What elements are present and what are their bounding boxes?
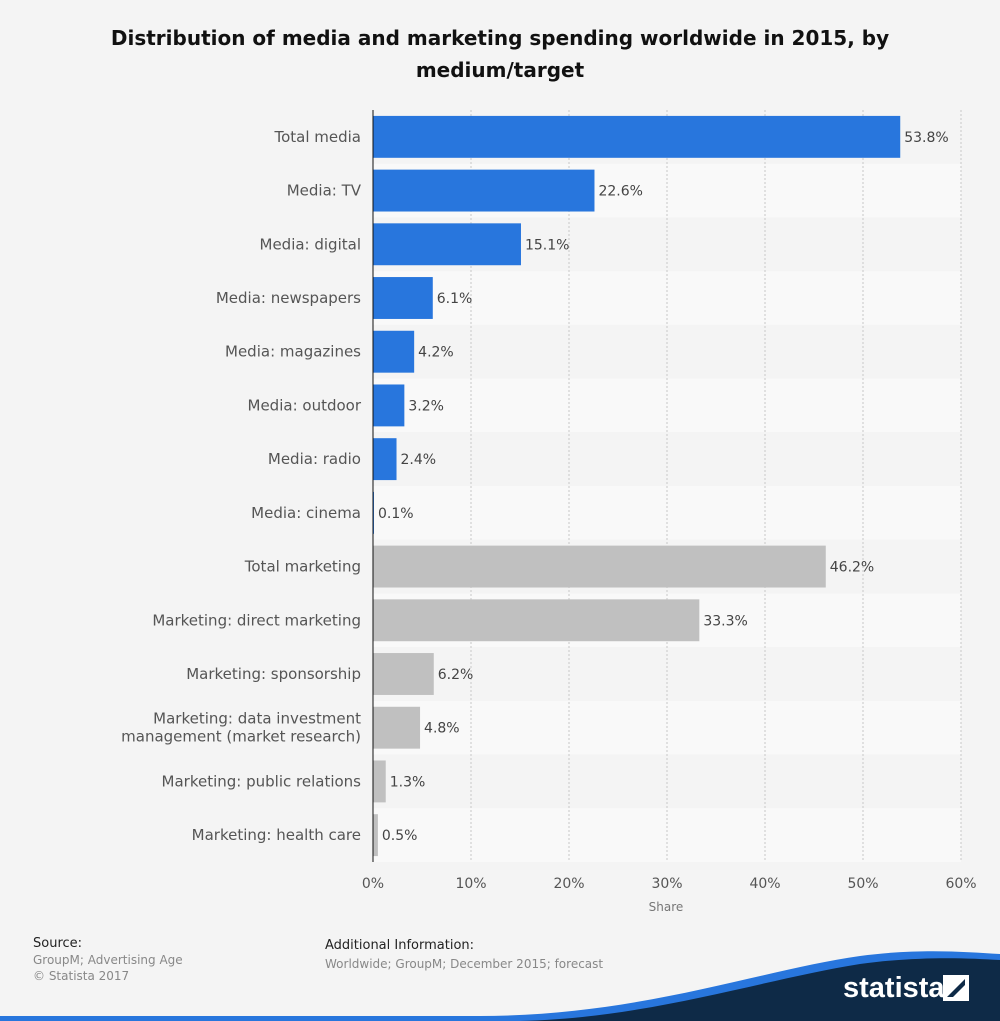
data-label: 0.5%: [382, 828, 418, 844]
data-label: 0.1%: [378, 506, 414, 522]
brand-dark-band: [520, 958, 1000, 1021]
x-tick-label: 20%: [553, 876, 584, 892]
category-label: Media: TV: [287, 182, 362, 200]
category-label: Total marketing: [244, 558, 361, 576]
bar: [373, 438, 397, 481]
data-label: 46.2%: [830, 560, 874, 576]
x-tick-label: 50%: [847, 876, 878, 892]
x-tick-label: 60%: [945, 876, 976, 892]
bar: [373, 599, 700, 642]
additional-info-text: Worldwide; GroupM; December 2015; foreca…: [325, 957, 604, 971]
bar: [373, 223, 521, 266]
additional-info-heading: Additional Information:: [325, 938, 475, 953]
additional-info-block: Additional Information: Worldwide; Group…: [325, 938, 603, 972]
category-label: Total media: [273, 128, 361, 146]
bar-chart: Total media Media: TV Media: digital Media:…: [121, 110, 977, 914]
category-label: Marketing: direct marketing: [152, 611, 361, 629]
category-label: Marketing: data investment management (ma…: [121, 710, 361, 746]
statista-logo-text: statista: [843, 972, 945, 1004]
category-label: Marketing: sponsorship: [186, 665, 361, 683]
data-label: 4.2%: [418, 345, 454, 361]
data-label: 15.1%: [525, 237, 569, 253]
data-label: 4.8%: [424, 721, 460, 737]
source-block: Source: GroupM; Advertising Age © Statis…: [33, 936, 183, 984]
x-tick-label: 0%: [362, 876, 384, 892]
bar: [373, 277, 433, 319]
bar: [373, 706, 421, 749]
category-label: Marketing: public relations: [162, 772, 362, 790]
category-label: Media: digital: [260, 235, 362, 253]
category-label: Media: radio: [268, 450, 361, 468]
data-label: 2.4%: [401, 452, 437, 468]
category-label: Media: magazines: [225, 343, 361, 361]
x-tick-label: 40%: [749, 876, 780, 892]
bar: [373, 330, 415, 373]
bar: [373, 384, 405, 427]
category-label: Media: newspapers: [216, 289, 361, 307]
x-axis-label: Share: [649, 900, 684, 914]
source-heading: Source:: [33, 936, 83, 951]
x-tick-label: 30%: [651, 876, 682, 892]
statista-brand-banner: statista: [0, 951, 1000, 1021]
x-tick-label: 10%: [455, 876, 486, 892]
bar: [373, 760, 386, 803]
data-label: 53.8%: [904, 130, 948, 146]
statista-logo-icon: [943, 975, 969, 1001]
category-label: Marketing: health care: [192, 826, 361, 844]
bar: [373, 545, 826, 588]
bar: [373, 814, 378, 857]
bar: [373, 653, 434, 695]
bar: [373, 115, 901, 158]
category-label: Media: cinema: [251, 504, 361, 522]
category-label: Media: outdoor: [248, 396, 362, 414]
chart-title: Distribution of media and marketing spen…: [110, 26, 890, 82]
data-label: 22.6%: [598, 184, 642, 200]
bar: [373, 169, 595, 212]
data-label: 3.2%: [408, 398, 444, 414]
source-line: GroupM; Advertising Age: [33, 953, 183, 967]
data-label: 6.2%: [438, 667, 474, 683]
copyright-line: © Statista 2017: [33, 969, 130, 983]
data-label: 1.3%: [390, 774, 426, 790]
data-label: 33.3%: [703, 613, 747, 629]
data-label: 6.1%: [437, 291, 473, 307]
